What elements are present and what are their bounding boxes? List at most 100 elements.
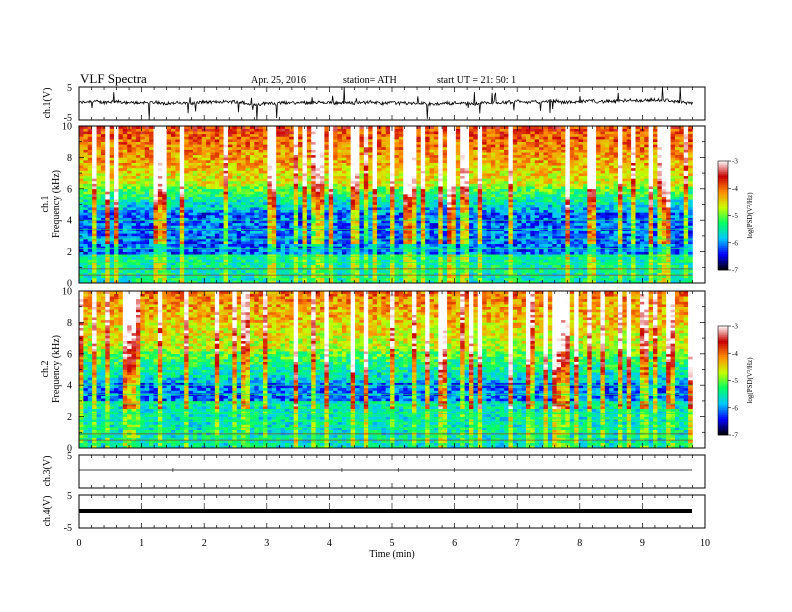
spectrogram-cell xyxy=(276,233,281,237)
spectrogram-cell xyxy=(416,212,422,216)
spectrogram-cell xyxy=(236,170,242,174)
spectrogram-cell xyxy=(179,144,185,148)
spectrogram-cell xyxy=(433,225,439,229)
spectrogram-cell xyxy=(206,186,211,190)
spectrogram-cell xyxy=(363,201,369,205)
spectrogram-cell xyxy=(385,262,391,265)
spectrogram-cell xyxy=(83,144,89,148)
spectrogram-cell xyxy=(346,165,351,169)
spectrogram-cell xyxy=(350,167,356,171)
spectrogram-cell xyxy=(258,170,264,174)
spectrogram-cell xyxy=(96,186,102,190)
spectrogram-cell xyxy=(368,217,373,221)
spectrogram-cell xyxy=(381,199,387,203)
spectrogram-cell xyxy=(363,207,369,211)
spectrogram-cell xyxy=(192,207,198,211)
spectrogram-cell xyxy=(372,173,378,177)
spectrogram-cell xyxy=(245,204,251,208)
spectrogram-cell xyxy=(201,269,207,273)
spectrogram-cell xyxy=(390,194,395,197)
spectrogram-cell xyxy=(83,191,89,195)
spectrogram-cell xyxy=(407,222,413,226)
spectrogram-cell xyxy=(398,201,404,205)
spectrogram-cell xyxy=(381,248,387,252)
spectrogram-cell xyxy=(206,199,211,203)
spectrogram-cell xyxy=(320,152,325,156)
spectrogram-cell xyxy=(355,225,360,229)
spectrogram-cell xyxy=(87,146,93,150)
spectrogram-cell xyxy=(363,188,369,192)
spectrogram-cell xyxy=(96,170,102,174)
spectrogram-cell xyxy=(140,144,146,148)
spectrogram-cell xyxy=(416,154,422,158)
spectrogram-cell xyxy=(311,126,316,129)
spectrogram-cell xyxy=(227,280,233,284)
spectrogram-cell xyxy=(284,133,290,137)
spectrogram-cell xyxy=(175,204,181,208)
spectrogram-cell xyxy=(109,139,115,142)
spectrogram-cell xyxy=(83,199,89,203)
spectrogram-cell xyxy=(114,152,119,156)
spectrogram-cell xyxy=(166,220,172,224)
spectrogram-cell xyxy=(425,131,430,135)
spectrogram-cell xyxy=(214,160,220,163)
spectrogram-cell xyxy=(206,146,211,150)
spectrogram-cell xyxy=(425,269,430,273)
spectrogram-cell xyxy=(337,157,343,161)
spectrogram-cell xyxy=(210,136,216,140)
spectrogram-cell xyxy=(346,277,351,281)
spectrogram-cell xyxy=(302,209,308,213)
spectrogram-cell xyxy=(153,131,159,135)
spectrogram-cell xyxy=(184,146,189,150)
spectrogram-cell xyxy=(87,154,93,158)
spectrogram-cell xyxy=(416,262,422,265)
spectrogram-cell xyxy=(249,180,255,184)
spectrogram-cell xyxy=(368,259,373,263)
spectrogram-cell xyxy=(315,139,321,142)
spectrogram-cell xyxy=(398,178,404,182)
spectrogram-cell xyxy=(284,235,290,239)
spectrogram-cell xyxy=(122,235,128,239)
spectrogram-cell xyxy=(122,243,128,247)
spectrogram-cell xyxy=(328,235,334,239)
spectrogram-cell xyxy=(236,162,242,166)
spectrogram-cell xyxy=(429,162,435,166)
spectrogram-cell xyxy=(298,254,303,258)
spectrogram-cell xyxy=(289,204,295,208)
spectrogram-cell xyxy=(227,259,233,263)
spectrogram-cell xyxy=(372,225,378,229)
spectrogram-cell xyxy=(114,194,119,197)
spectrogram-cell xyxy=(293,144,299,148)
spectrogram-cell xyxy=(398,280,404,284)
spectrogram-cell xyxy=(122,186,128,190)
spectrogram-cell xyxy=(390,167,395,171)
spectrogram-cell xyxy=(412,173,417,177)
spectrogram-cell xyxy=(320,139,325,142)
spectrogram-cell xyxy=(114,225,119,229)
spectrogram-cell xyxy=(298,212,303,216)
spectrogram-cell xyxy=(184,217,189,221)
spectrogram-cell xyxy=(122,264,128,268)
spectrogram-cell xyxy=(184,280,189,284)
spectrogram-cell xyxy=(263,259,268,263)
spectrogram-cell xyxy=(429,212,435,216)
spectrogram-cell xyxy=(210,175,216,179)
spectrogram-cell xyxy=(241,262,246,265)
spectrogram-cell xyxy=(83,175,89,179)
spectrogram-cell xyxy=(328,277,334,281)
spectrogram-cell xyxy=(219,204,224,208)
spectrogram-cell xyxy=(223,254,229,258)
spectrogram-cell xyxy=(416,209,422,213)
spectrogram-cell xyxy=(157,146,163,150)
spectrogram-cell xyxy=(166,209,172,213)
spectrogram-cell xyxy=(197,178,202,182)
spectrogram-cell xyxy=(245,262,251,265)
spectrogram-cell xyxy=(359,251,365,255)
spectrogram-cell xyxy=(179,233,185,237)
spectrogram-cell xyxy=(96,173,102,177)
spectrogram-cell xyxy=(100,207,106,211)
spectrogram-cell xyxy=(96,154,102,158)
spectrogram-cell xyxy=(96,272,102,276)
spectrogram-cell xyxy=(197,173,202,177)
spectrogram-cell xyxy=(407,191,413,195)
